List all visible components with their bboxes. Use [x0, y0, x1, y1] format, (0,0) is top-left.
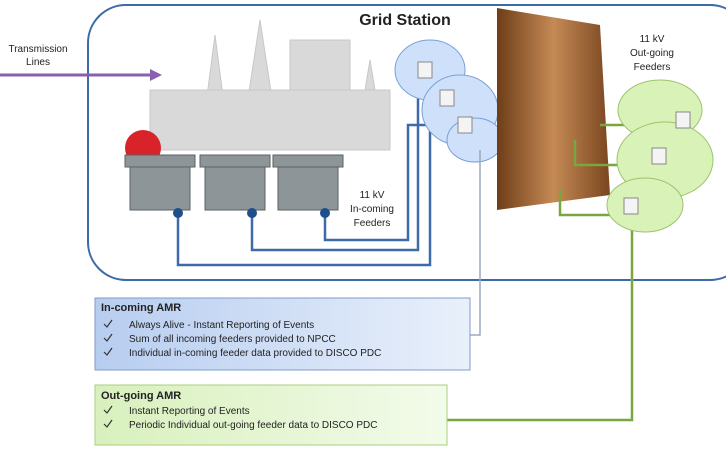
station-title: Grid Station: [359, 12, 451, 29]
outgoing-amr-title: Out-going AMR: [101, 390, 181, 402]
outgoing-feeders-label: Feeders: [634, 62, 671, 73]
diagram: Grid Station Transmission Lines 11 kV In…: [0, 0, 726, 458]
list-item: Individual in-coming feeder data provide…: [129, 348, 381, 359]
incoming-feeders-label: Feeders: [354, 218, 391, 229]
outgoing-feeders-label: Out-going: [630, 48, 674, 59]
switchgear-building: [497, 8, 610, 210]
list-item: Sum of all incoming feeders provided to …: [129, 334, 336, 345]
transmission-label: Transmission: [8, 44, 67, 55]
incoming-amr-title: In-coming AMR: [101, 302, 181, 314]
transformers: [125, 155, 343, 210]
list-item: Periodic Individual out-going feeder dat…: [129, 420, 377, 431]
outgoing-feeders-label: 11 kV: [640, 34, 665, 45]
incoming-feeders-label: 11 kV: [360, 190, 385, 201]
transmission-label: Lines: [26, 57, 50, 68]
incoming-feeders-label: In-coming: [350, 204, 394, 215]
list-item: Always Alive - Instant Reporting of Even…: [129, 320, 314, 331]
list-item: Instant Reporting of Events: [129, 406, 250, 417]
